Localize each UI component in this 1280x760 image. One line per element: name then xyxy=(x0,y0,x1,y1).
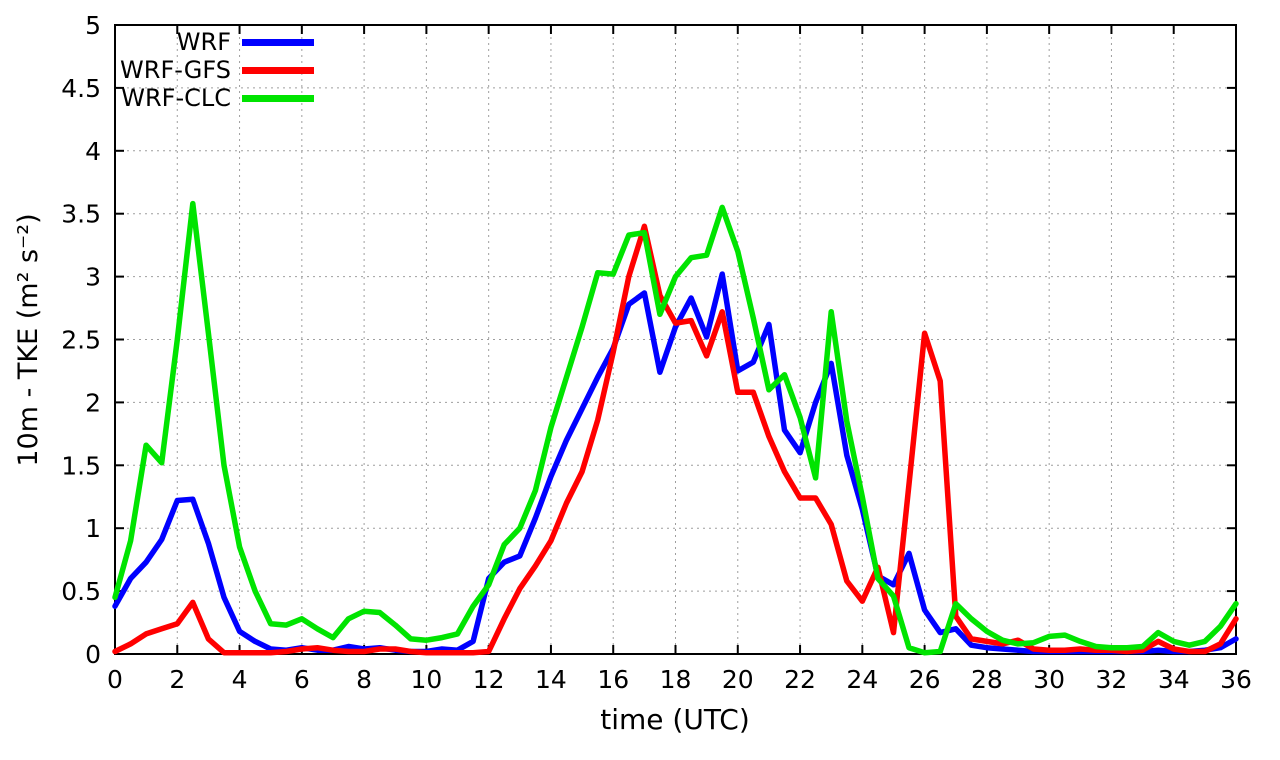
legend-item-wrf: WRF xyxy=(85,28,314,56)
x-tick-label: 4 xyxy=(232,665,248,694)
legend-line-swatch-wrf xyxy=(242,38,314,46)
series-line-wrf-clc xyxy=(112,200,1239,656)
y-tick-label: 0 xyxy=(85,640,101,669)
x-tick-label: 32 xyxy=(1096,665,1128,694)
x-tick-label: 30 xyxy=(1033,665,1065,694)
y-tick-label: 0.5 xyxy=(61,577,101,606)
x-tick-label: 10 xyxy=(410,665,442,694)
y-tick-label: 3.5 xyxy=(61,200,101,229)
legend-line-swatch-wrf-gfs xyxy=(242,66,314,74)
x-tick-label: 26 xyxy=(909,665,941,694)
x-axis-label: time (UTC) xyxy=(600,703,750,736)
y-axis-label: 10m - TKE (m² s⁻²) xyxy=(13,213,44,467)
series-line-wrf xyxy=(112,271,1239,655)
x-tick-label: 8 xyxy=(356,665,372,694)
y-tick-label: 2.5 xyxy=(61,326,101,355)
series-line-wrf-gfs xyxy=(112,223,1239,656)
x-tick-label: 14 xyxy=(535,665,567,694)
legend: WRF WRF-GFS WRF-CLC xyxy=(85,28,314,112)
legend-item-wrf-gfs: WRF-GFS xyxy=(85,56,314,84)
x-tick-label: 18 xyxy=(660,665,692,694)
x-tick-label: 36 xyxy=(1220,665,1252,694)
x-tick-label: 24 xyxy=(846,665,878,694)
legend-label-wrf-gfs: WRF-GFS xyxy=(120,56,231,84)
x-tick-label: 20 xyxy=(722,665,754,694)
x-tick-label: 16 xyxy=(597,665,629,694)
x-tick-label: 0 xyxy=(107,665,123,694)
y-tick-label: 2 xyxy=(85,388,101,417)
x-tick-label: 28 xyxy=(971,665,1003,694)
y-tick-label: 1 xyxy=(85,514,101,543)
y-tick-label: 3 xyxy=(85,263,101,292)
x-tick-label: 6 xyxy=(294,665,310,694)
legend-label-wrf: WRF xyxy=(176,28,231,56)
x-tick-label: 2 xyxy=(169,665,185,694)
legend-label-wrf-clc: WRF-CLC xyxy=(121,84,231,112)
y-tick-label: 5 xyxy=(85,11,101,40)
plot-border xyxy=(114,24,1237,655)
x-tick-label: 12 xyxy=(473,665,505,694)
y-tick-label: 1.5 xyxy=(61,451,101,480)
y-tick-label: 4 xyxy=(85,137,101,166)
legend-item-wrf-clc: WRF-CLC xyxy=(85,84,314,112)
y-tick-label: 4.5 xyxy=(61,74,101,103)
x-tick-label: 22 xyxy=(784,665,816,694)
legend-line-swatch-wrf-clc xyxy=(242,94,314,102)
x-tick-label: 34 xyxy=(1158,665,1190,694)
